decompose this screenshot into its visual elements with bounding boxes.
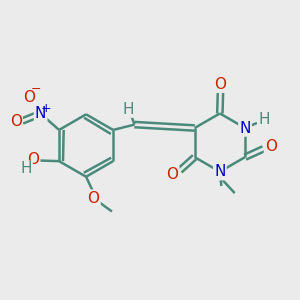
Text: H: H (122, 102, 134, 117)
Text: O: O (23, 90, 35, 105)
Text: N: N (35, 106, 46, 121)
Text: H: H (258, 112, 270, 127)
Text: O: O (88, 191, 100, 206)
Text: O: O (265, 139, 277, 154)
Text: N: N (214, 164, 226, 179)
Text: O: O (27, 152, 39, 166)
Text: O: O (214, 77, 226, 92)
Text: −: − (31, 83, 41, 96)
Text: O: O (166, 167, 178, 182)
Text: O: O (10, 113, 22, 128)
Text: N: N (239, 121, 251, 136)
Text: H: H (21, 161, 32, 176)
Text: +: + (40, 102, 51, 115)
